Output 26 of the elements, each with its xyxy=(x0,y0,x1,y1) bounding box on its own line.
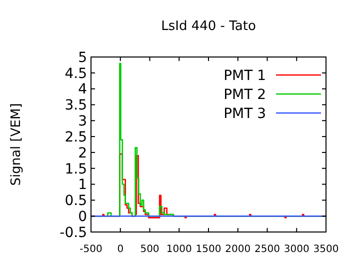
y-tick-label: 1 xyxy=(78,177,87,194)
x-tick-label: 3000 xyxy=(284,244,310,255)
y-tick-label: 3.5 xyxy=(64,98,87,114)
y-tick-label: 1.5 xyxy=(64,161,87,178)
x-tick-label: 1500 xyxy=(196,244,222,255)
y-tick-label: -0.5 xyxy=(60,224,87,241)
x-tick-label: 0 xyxy=(117,244,124,255)
x-tick-label: 2000 xyxy=(225,244,251,255)
x-tick-label: 2500 xyxy=(254,244,280,255)
x-tick-label: 1000 xyxy=(166,244,192,255)
y-axis-title: Signal [VEM] xyxy=(9,103,24,186)
y-tick-label: 2.5 xyxy=(64,129,87,146)
y-tick-label: 4 xyxy=(78,82,88,98)
chart-title: LsId 440 - Tato xyxy=(161,19,256,34)
legend-label: PMT 3 xyxy=(224,106,266,122)
y-tick-label: 5 xyxy=(78,50,87,66)
legend-label: PMT 1 xyxy=(224,68,266,84)
x-tick-label: 3500 xyxy=(313,244,339,255)
y-tick-label: 2 xyxy=(78,145,87,162)
y-tick-label: 0.5 xyxy=(64,193,87,210)
x-tick-label: -500 xyxy=(80,244,102,255)
y-tick-label: 0 xyxy=(78,208,87,225)
y-tick-label: 3 xyxy=(78,114,87,130)
y-tick-label: 4.5 xyxy=(64,66,87,82)
x-tick-label: 500 xyxy=(140,244,160,255)
legend-label: PMT 2 xyxy=(224,86,266,103)
